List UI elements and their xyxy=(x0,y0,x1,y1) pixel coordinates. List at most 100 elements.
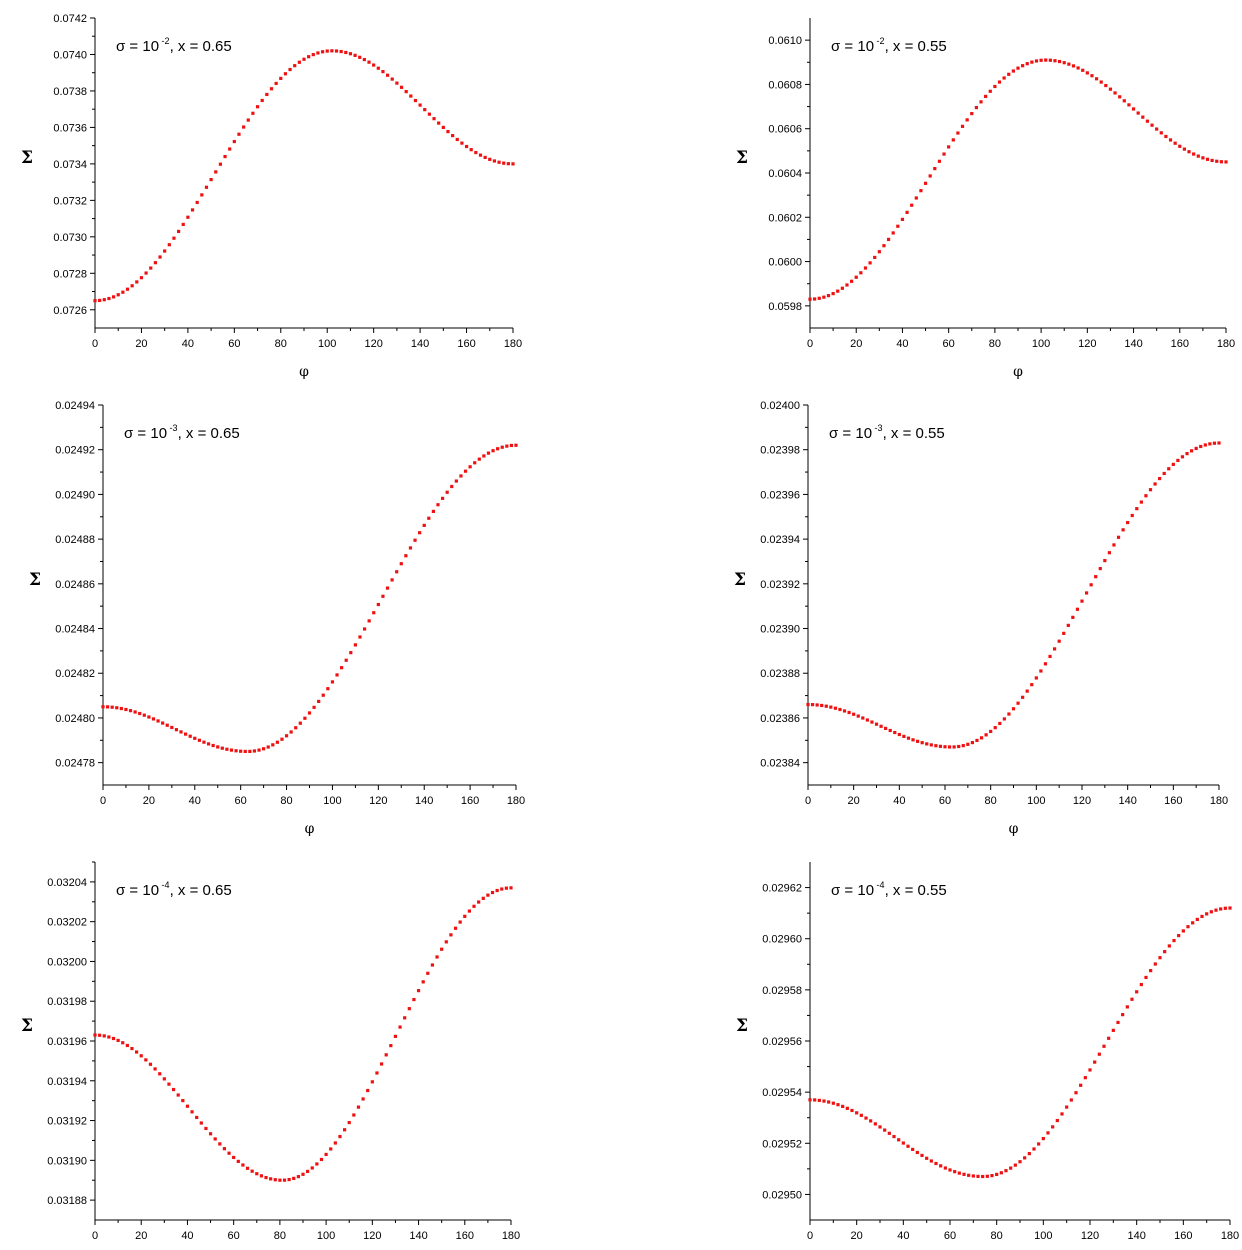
data-point xyxy=(264,1175,268,1180)
data-point xyxy=(347,1120,351,1125)
data-point xyxy=(836,1103,840,1107)
data-point xyxy=(163,249,167,253)
data-point xyxy=(1051,1125,1055,1129)
data-point xyxy=(1228,906,1232,910)
data-point xyxy=(474,150,478,155)
data-point xyxy=(395,81,399,85)
data-point xyxy=(865,718,869,722)
data-point xyxy=(1149,969,1153,973)
x-tick-label: 60 xyxy=(228,338,240,350)
data-point xyxy=(970,111,974,116)
data-point xyxy=(464,144,469,149)
data-point xyxy=(869,1119,873,1123)
data-point xyxy=(1039,669,1043,673)
data-point xyxy=(352,1113,356,1117)
data-point xyxy=(296,1175,300,1179)
data-point xyxy=(148,1062,153,1066)
data-point xyxy=(1116,535,1121,539)
data-point xyxy=(1144,975,1148,980)
data-point xyxy=(888,728,892,733)
data-point xyxy=(455,137,459,142)
data-point xyxy=(463,914,467,918)
data-point xyxy=(989,729,993,734)
data-point xyxy=(1139,500,1143,504)
y-tick-label: 0.0600 xyxy=(768,257,802,269)
data-point xyxy=(938,744,943,748)
data-point xyxy=(868,261,872,265)
data-point xyxy=(1111,1028,1115,1032)
data-point xyxy=(105,705,110,709)
x-tick-label: 80 xyxy=(985,795,997,807)
data-point xyxy=(1075,607,1080,611)
data-point xyxy=(1016,66,1020,70)
data-point xyxy=(454,479,458,483)
data-point xyxy=(813,1098,817,1102)
data-point xyxy=(925,1156,929,1160)
data-point xyxy=(923,181,928,185)
data-point xyxy=(847,710,851,715)
x-tick-label: 80 xyxy=(989,338,1001,350)
x-tick-label: 120 xyxy=(364,338,382,350)
data-point xyxy=(1139,982,1143,987)
data-point xyxy=(393,1034,398,1038)
data-point xyxy=(817,1098,821,1102)
x-tick-label: 0 xyxy=(100,795,106,807)
data-point xyxy=(234,749,238,753)
x-tick-label: 0 xyxy=(805,795,811,807)
y-tick-label: 0.0736 xyxy=(53,122,87,134)
sigma-annotation: σ = 10 -4, x = 0.55 xyxy=(831,880,947,899)
data-point xyxy=(855,1111,859,1115)
data-point xyxy=(1135,990,1139,994)
data-point xyxy=(251,111,255,115)
data-point xyxy=(841,1104,845,1108)
data-point xyxy=(195,1115,199,1120)
data-point xyxy=(432,117,436,121)
data-point xyxy=(902,734,906,738)
data-point xyxy=(167,243,171,247)
x-tick-label: 60 xyxy=(943,338,955,350)
data-point xyxy=(190,208,195,212)
data-point xyxy=(838,707,842,712)
data-point xyxy=(1062,631,1066,635)
data-point xyxy=(306,1169,310,1174)
data-point xyxy=(176,1093,180,1097)
data-point xyxy=(874,722,879,726)
data-point xyxy=(469,148,473,152)
data-point xyxy=(147,715,151,719)
data-point xyxy=(1071,64,1076,68)
data-point xyxy=(1030,683,1034,687)
data-point xyxy=(441,125,445,129)
data-point xyxy=(981,1174,985,1179)
data-point xyxy=(435,955,439,959)
data-point xyxy=(367,619,371,623)
data-point xyxy=(199,1121,203,1125)
data-point xyxy=(330,680,335,684)
x-tick-label: 0 xyxy=(92,1230,98,1242)
data-point xyxy=(348,52,353,56)
data-point xyxy=(1084,591,1089,595)
data-point xyxy=(496,447,500,451)
data-point xyxy=(1094,575,1098,579)
data-point xyxy=(486,893,490,897)
data-point xyxy=(1208,442,1212,446)
data-point xyxy=(873,255,877,260)
data-point xyxy=(260,98,264,103)
data-point xyxy=(195,200,199,205)
data-point xyxy=(937,159,942,163)
data-point xyxy=(445,490,449,494)
data-point xyxy=(1194,446,1198,451)
data-point xyxy=(1016,701,1020,705)
y-tick-label: 0.02396 xyxy=(760,489,800,501)
data-point xyxy=(815,703,819,707)
data-point xyxy=(338,1134,342,1139)
data-point xyxy=(488,157,492,161)
data-point xyxy=(1088,1068,1092,1072)
x-tick-label: 80 xyxy=(275,338,287,350)
x-tick-label: 100 xyxy=(1027,795,1045,807)
data-point xyxy=(218,1142,222,1146)
data-point xyxy=(1039,58,1043,62)
data-point xyxy=(1112,543,1116,547)
data-point xyxy=(916,739,920,743)
data-point xyxy=(339,49,343,54)
data-point xyxy=(181,222,185,227)
